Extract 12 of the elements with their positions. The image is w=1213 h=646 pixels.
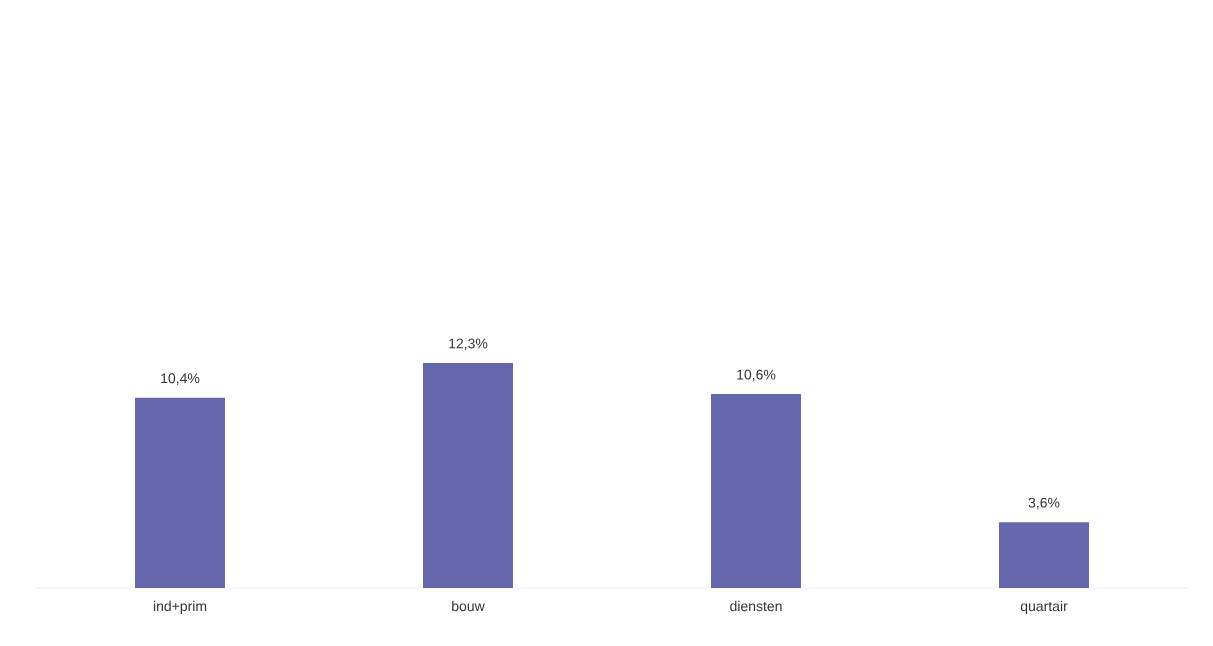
data-label: 12,3%: [449, 338, 488, 351]
bar: [423, 362, 514, 588]
data-label: 10,4%: [161, 373, 200, 385]
x-tick-label: bouw: [452, 600, 485, 612]
data-label: 3,6%: [1028, 497, 1060, 510]
x-tick-label: diensten: [730, 600, 782, 612]
bar: [711, 394, 802, 588]
bar: [135, 397, 226, 588]
bar: [999, 522, 1089, 588]
x-tick-label: ind+prim: [153, 600, 207, 614]
data-label: 10,6%: [737, 369, 776, 382]
x-tick-label: quartair: [1020, 600, 1068, 614]
